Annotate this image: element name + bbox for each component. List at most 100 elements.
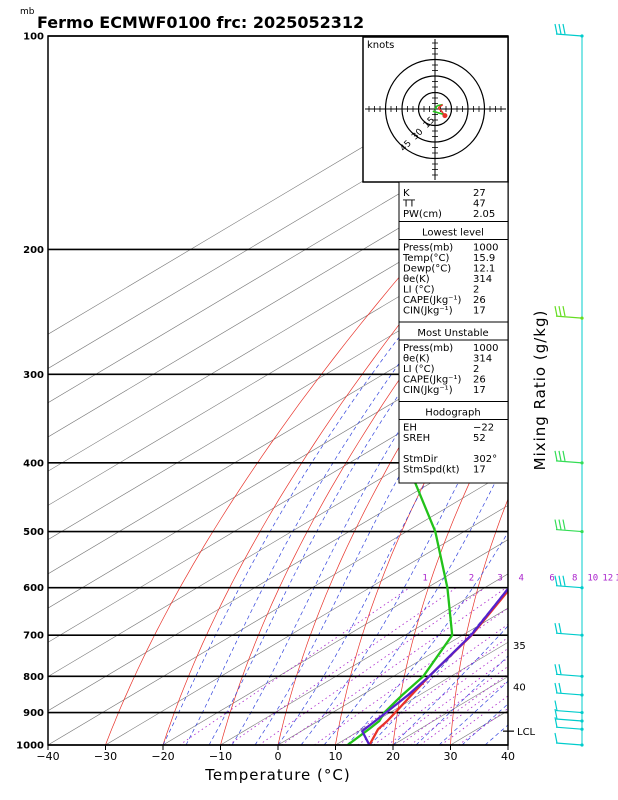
moist-adiabat-line [300, 389, 508, 745]
hodograph-unit-label: knots [367, 40, 394, 51]
isotherm-line [105, 505, 508, 745]
moist-adiabat-line [323, 456, 508, 745]
x-axis-label: Temperature (°C) [204, 766, 350, 784]
dry-adiabat-line [105, 153, 508, 745]
index-label: TT [402, 199, 416, 210]
wind-barb-feather [562, 306, 566, 317]
panel-row-value: 12.1 [473, 264, 495, 275]
wind-barb [554, 575, 584, 590]
index-value: 2.05 [473, 209, 495, 220]
sounding-profiles [346, 374, 508, 745]
panel-row-label: Temp(°C) [402, 253, 450, 264]
temperature-tick-label: 0 [275, 750, 282, 763]
panel-row-value: 314 [473, 354, 492, 365]
storm-motion-marker [442, 113, 448, 119]
pressure-tick-label: 500 [23, 527, 44, 538]
wind-barb-feather [554, 664, 558, 675]
wind-barb-feather [554, 519, 558, 530]
panel-row-value: 17 [473, 385, 486, 396]
hodograph-trace-segment [437, 103, 444, 109]
indices-panel-frame [398, 181, 509, 484]
moist-adiabat-line [208, 285, 477, 745]
hodograph-trace-segment [437, 107, 443, 112]
panel-section-header: Lowest level [422, 228, 484, 239]
index-value: 47 [473, 199, 486, 210]
panel-row-label: StmDir [403, 454, 438, 465]
panel-row-label: Press(mb) [403, 343, 453, 354]
pressure-tick-label: 900 [23, 708, 44, 719]
panel-row-value: 17 [473, 465, 486, 476]
wind-barb-feather [562, 23, 566, 35]
temperature-tick-label: −30 [94, 750, 117, 763]
mixing-ratio-line [258, 587, 486, 745]
wind-barb-feather [558, 575, 562, 586]
wind-barb-feather [554, 732, 558, 744]
dry-adiabat-line [565, 51, 618, 760]
wind-barb [554, 450, 584, 465]
panel-row-label: SREH [403, 433, 430, 444]
mixing-ratio-line [281, 587, 507, 745]
isotherm-label: 40 [513, 682, 526, 693]
mixing-ratio-line [419, 680, 508, 745]
panel-row-value: 26 [473, 295, 486, 306]
panel-row-label: CAPE(Jkg⁻¹) [403, 375, 461, 386]
wind-barb-feather [554, 575, 558, 586]
isotherm-label: 35 [513, 641, 526, 652]
panel-row-value: 52 [473, 433, 486, 444]
dry-adiabat-line [450, 498, 508, 745]
wind-barb-feather [562, 575, 566, 586]
pressure-unit-label: mb [20, 7, 35, 17]
isotherm-line [162, 539, 508, 745]
panel-row-value: 17 [473, 306, 486, 317]
y-axis-label: Mixing Ratio (g/kg) [531, 310, 549, 471]
index-value: 27 [473, 188, 486, 199]
panel-row-label: CIN(Jkg⁻¹) [403, 385, 453, 396]
temperature-profile-line [368, 589, 508, 745]
mixing-ratio-line [458, 708, 508, 745]
pressure-tick-label: 1000 [16, 741, 44, 752]
wind-barb-feather [562, 450, 566, 461]
index-label: K [403, 188, 410, 199]
wind-barb-feather [554, 23, 558, 35]
panel-row-value: 1000 [473, 243, 498, 254]
panel-row-value: 26 [473, 375, 486, 386]
wind-barb-feather [554, 450, 558, 461]
temperature-tick-label: −20 [151, 750, 174, 763]
hodograph-trace-segment [434, 105, 438, 110]
temperature-tick-label: 20 [386, 750, 400, 763]
pressure-tick-label: 400 [23, 458, 44, 469]
chart-title: Fermo ECMWF0100 frc: 2025052312 [37, 13, 364, 32]
wind-barb [554, 700, 584, 715]
panel-row-value: 15.9 [473, 253, 495, 264]
wind-barb [554, 23, 584, 38]
lcl-marker: LCL [503, 727, 536, 738]
wind-barb-shaft [555, 528, 583, 533]
wind-barb-feather [558, 23, 562, 35]
wind-barb-shaft [555, 718, 583, 722]
wind-barb-shaft [555, 33, 583, 37]
mixing-ratio-line [387, 657, 508, 745]
panel-row-label: θe(K) [403, 354, 430, 365]
wind-barb-feather [562, 519, 566, 530]
moist-adiabat-line [438, 680, 508, 745]
temperature-tick-labels: −40 −30 −20 −10 0 10 20 30 40 [36, 745, 515, 763]
panel-section-header: Hodograph [425, 408, 480, 419]
wind-barb-feather [558, 519, 562, 530]
mixing-ratio-label: 8 [572, 573, 577, 583]
mixing-ratio-line [314, 607, 508, 745]
wind-barb-shaft [555, 585, 583, 589]
isotherm-line [48, 162, 508, 438]
isotherm-line [220, 573, 508, 745]
wind-barb-feather [558, 306, 562, 317]
wind-barb [554, 717, 584, 731]
hodograph-trace-segment [432, 110, 445, 116]
panel-row-value: 1000 [473, 343, 498, 354]
isotherm-line [48, 265, 508, 540]
wind-barb-feather [554, 306, 558, 317]
wind-barb-feather [554, 708, 558, 720]
panel-row-value: 314 [473, 274, 492, 285]
wind-barb-shaft [555, 742, 583, 746]
